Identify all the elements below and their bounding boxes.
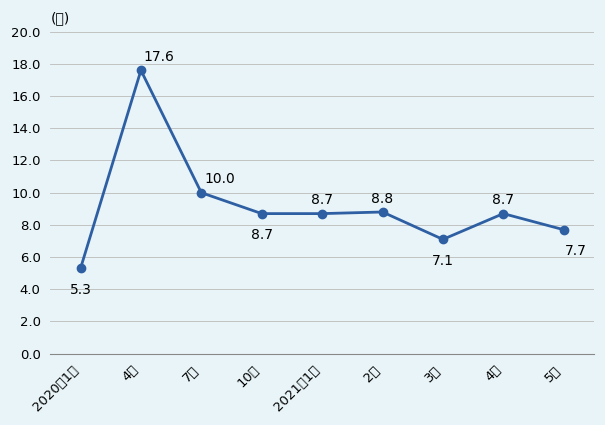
Text: 10.0: 10.0 [204,172,235,186]
Text: 8.7: 8.7 [492,193,514,207]
Text: 5.3: 5.3 [70,283,91,297]
Text: (％): (％) [50,11,70,25]
Text: 8.7: 8.7 [250,228,273,242]
Text: 7.7: 7.7 [565,244,587,258]
Text: 17.6: 17.6 [143,50,174,64]
Text: 7.1: 7.1 [432,254,454,268]
Text: 8.8: 8.8 [371,192,394,206]
Text: 8.7: 8.7 [311,193,333,207]
